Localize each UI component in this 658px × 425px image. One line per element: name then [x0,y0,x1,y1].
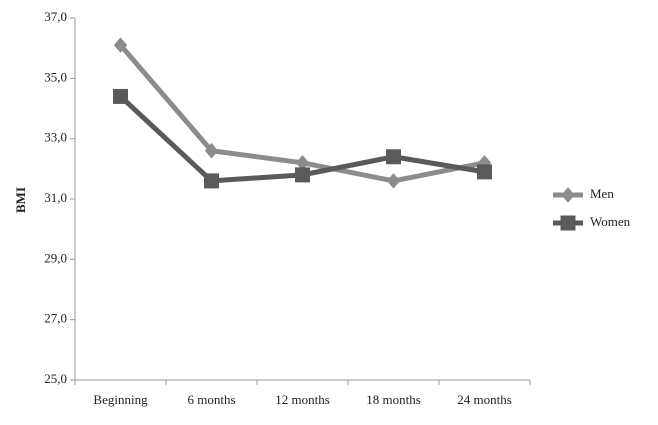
data-point [204,142,219,159]
x-tick-label: 6 months [187,392,235,407]
legend-marker [560,215,576,231]
x-tick-label: 18 months [366,392,421,407]
legend-label: Men [590,186,614,201]
data-point [295,167,310,183]
data-point [386,149,401,165]
y-axis-label: BMI [13,187,28,213]
y-tick-label: 37,0 [44,9,67,24]
legend-marker [561,187,575,203]
x-tick-label: Beginning [93,392,148,407]
x-tick-label: 12 months [275,392,330,407]
y-tick-label: 27,0 [44,311,67,326]
y-tick-label: 29,0 [44,250,67,265]
legend-label: Women [590,214,631,229]
data-point [386,173,401,189]
y-tick-label: 33,0 [44,130,67,145]
y-tick-label: 35,0 [44,69,67,84]
x-tick-label: 24 months [457,392,512,407]
data-point [113,88,128,104]
y-tick-label: 31,0 [44,190,67,205]
data-point [204,173,219,189]
data-point [477,164,492,180]
y-tick-label: 25,0 [44,371,67,386]
data-point [113,37,128,53]
